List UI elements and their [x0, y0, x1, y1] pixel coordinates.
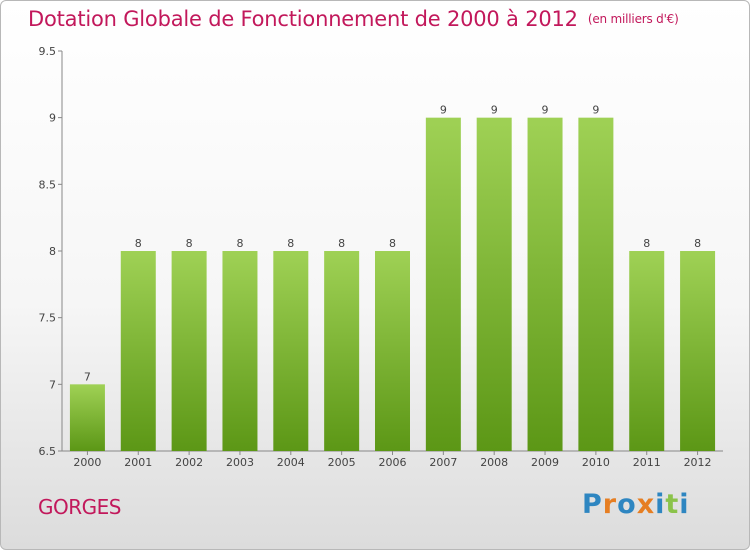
- x-tick-label: 2000: [73, 456, 101, 469]
- y-tick-label: 8.5: [39, 178, 57, 191]
- x-tick-label: 2004: [277, 456, 305, 469]
- y-tick-label: 9.5: [39, 45, 57, 58]
- bar: [171, 251, 207, 451]
- x-tick-label: 2007: [429, 456, 457, 469]
- x-tick-label: 2005: [328, 456, 356, 469]
- x-tick-label: 2010: [582, 456, 610, 469]
- bar: [527, 117, 563, 452]
- chart-subtitle: (en milliers d'€): [587, 12, 679, 26]
- x-tick-label: 2011: [633, 456, 661, 469]
- data-label: 9: [491, 104, 498, 117]
- proxiti-logo: Proxiti: [582, 489, 690, 520]
- x-tick-label: 2009: [531, 456, 559, 469]
- commune-name: GORGES: [38, 495, 121, 519]
- bar: [680, 251, 716, 451]
- y-tick-label: 8: [49, 245, 56, 258]
- data-label: 8: [135, 237, 142, 250]
- bar: [222, 251, 258, 451]
- y-tick-label: 7: [49, 378, 56, 391]
- x-tick-label: 2002: [175, 456, 203, 469]
- x-tick-label: 2012: [684, 456, 712, 469]
- x-tick-label: 2001: [124, 456, 152, 469]
- bar: [375, 251, 410, 451]
- logo-letter: i: [655, 489, 666, 520]
- bar: [425, 117, 461, 452]
- chart-title: Dotation Globale de Fonctionnement de 20…: [28, 7, 679, 31]
- data-label: 9: [592, 104, 599, 117]
- bar: [324, 251, 360, 451]
- data-label: 8: [643, 237, 650, 250]
- bar: [120, 251, 156, 451]
- data-label: 8: [694, 237, 701, 250]
- x-tick-label: 2003: [226, 456, 254, 469]
- bar: [578, 117, 614, 452]
- bar: [629, 251, 665, 451]
- logo-letter: P: [582, 489, 603, 520]
- data-label: 8: [389, 237, 396, 250]
- logo-letter: o: [617, 489, 637, 520]
- logo-letter: t: [665, 489, 680, 520]
- data-label: 8: [338, 237, 345, 250]
- y-tick-label: 9: [49, 112, 56, 125]
- logo-letter: i: [679, 489, 690, 520]
- bar: [69, 384, 105, 451]
- bar: [476, 117, 512, 452]
- data-label: 9: [542, 104, 549, 117]
- x-tick-label: 2008: [480, 456, 508, 469]
- logo-letter: x: [636, 489, 656, 520]
- bar: [273, 251, 309, 451]
- data-label: 8: [186, 237, 193, 250]
- data-label: 8: [287, 237, 294, 250]
- data-label: 7: [84, 370, 91, 383]
- y-tick-label: 7.5: [39, 312, 57, 325]
- x-tick-label: 2006: [379, 456, 407, 469]
- data-label: 9: [440, 104, 447, 117]
- y-tick-label: 6.5: [39, 445, 57, 458]
- logo-letter: r: [602, 489, 618, 520]
- chart-title-text: Dotation Globale de Fonctionnement de 20…: [28, 7, 578, 31]
- data-label: 8: [236, 237, 243, 250]
